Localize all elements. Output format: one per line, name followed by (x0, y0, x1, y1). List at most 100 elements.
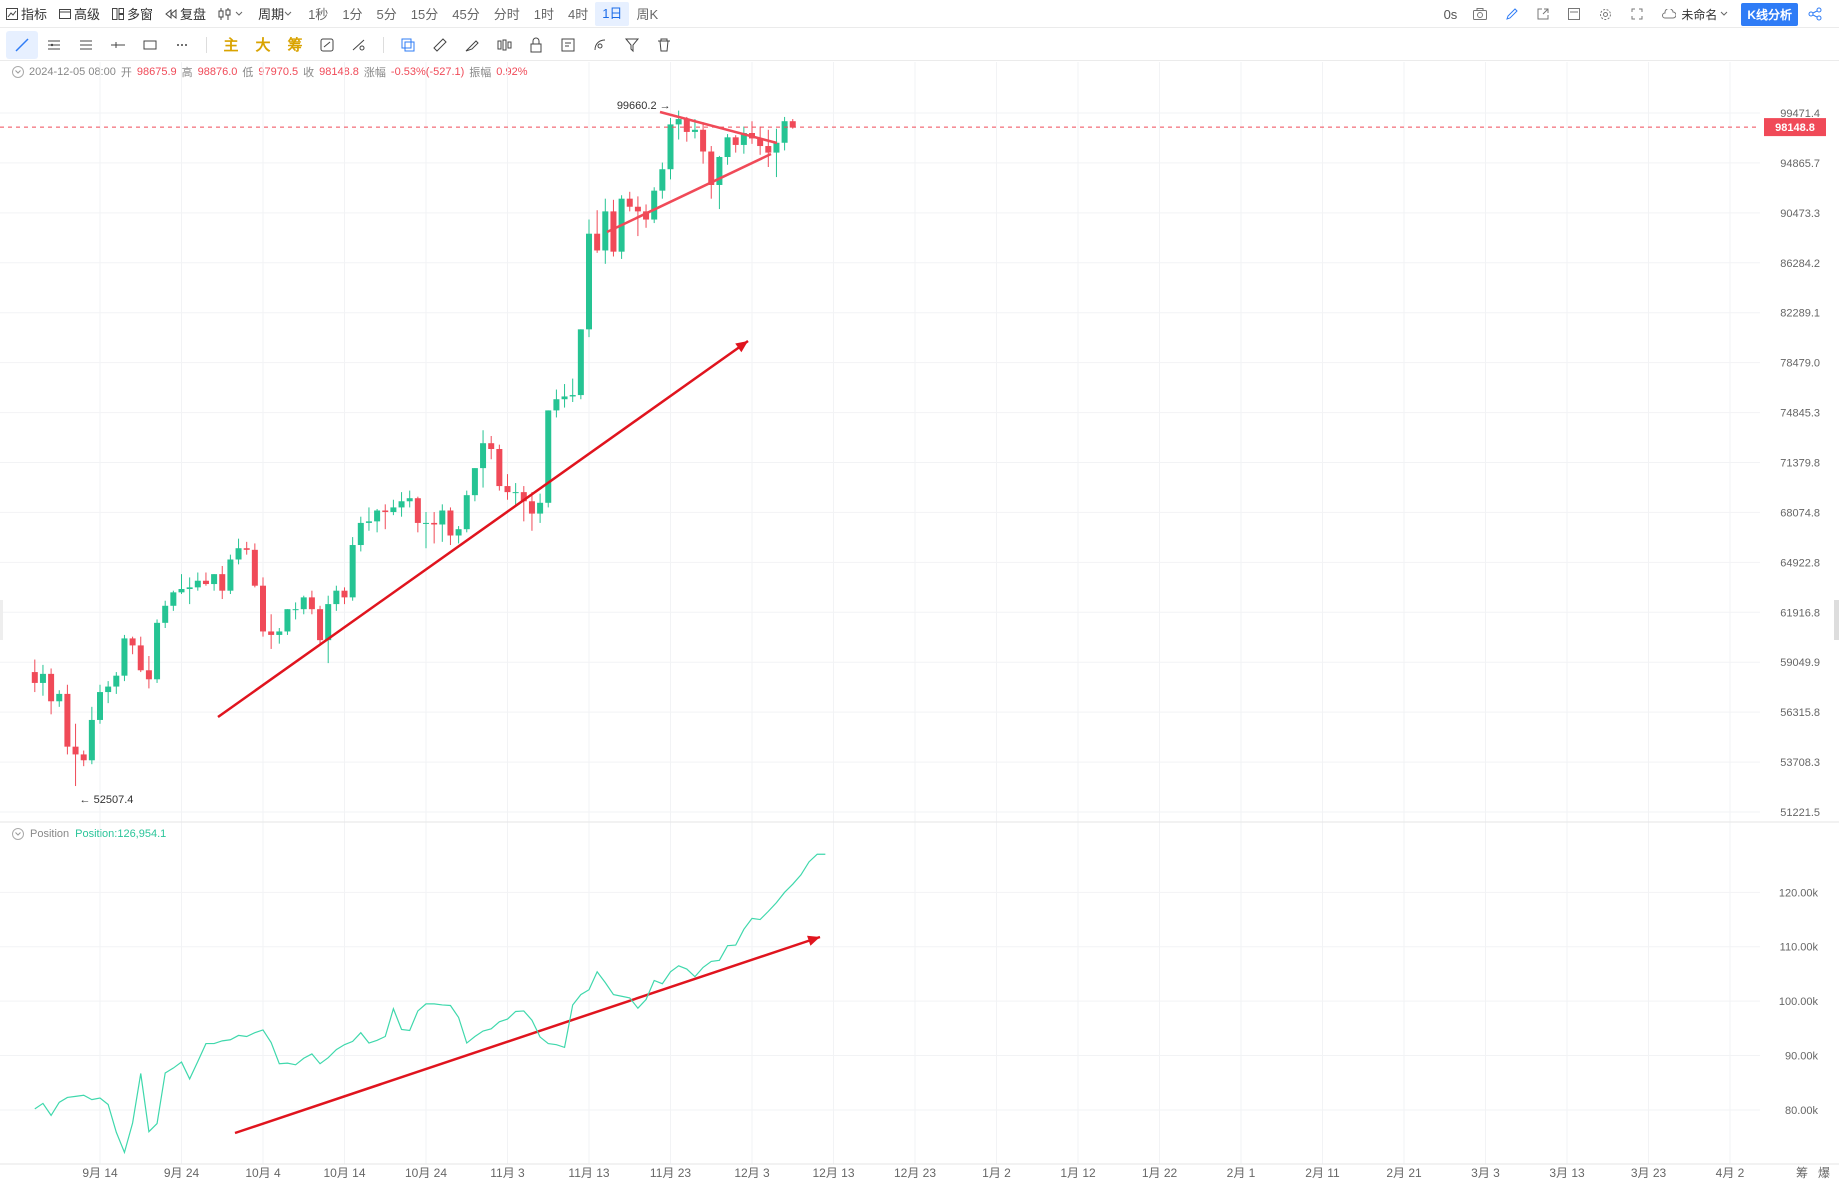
position-line (34, 853, 826, 1155)
x-axis-tick-label: 2月 11 (1305, 1166, 1340, 1180)
position-axis-tick-label: 110.00k (1780, 942, 1819, 954)
kline-analysis-button[interactable]: K线分析 (1741, 2, 1798, 26)
lock-icon[interactable] (520, 31, 552, 59)
position-trend-arrow-head (807, 935, 820, 946)
low-label: 低 (242, 67, 254, 79)
candle-body (610, 211, 617, 252)
camera-icon[interactable] (1467, 0, 1496, 28)
indicators-button[interactable]: 指标 (0, 0, 53, 28)
candle-body (528, 501, 535, 514)
export-icon[interactable] (1531, 0, 1558, 28)
horizontal-lines-icon[interactable] (70, 31, 102, 59)
ruler-icon[interactable] (424, 31, 456, 59)
candle-body (186, 587, 193, 590)
period-1s[interactable]: 1秒 (308, 7, 329, 22)
period-15m[interactable]: 15分 (410, 7, 439, 22)
period-dropdown[interactable]: 周期 (252, 0, 301, 28)
more-icon[interactable] (166, 31, 198, 59)
x-axis-tick-label: 1月 22 (1142, 1166, 1178, 1180)
chart-type-button[interactable] (212, 0, 252, 28)
candle-body (97, 692, 103, 720)
price-axis-tick-label: 56315.8 (1780, 707, 1820, 719)
candle-body (194, 580, 201, 588)
cloud-icon (1662, 9, 1677, 19)
candle-body (227, 559, 234, 591)
period-1h[interactable]: 1时 (533, 7, 554, 22)
copy-icon[interactable] (392, 31, 424, 59)
left-panel-handle[interactable] (0, 600, 3, 640)
main-force-button[interactable]: 主 (223, 37, 239, 54)
triangle-lower-line (606, 152, 772, 234)
replay-button[interactable]: 复盘 (159, 0, 212, 28)
line-tool-icon[interactable] (6, 30, 38, 59)
advanced-label: 高级 (74, 7, 101, 22)
close-label: 收 (303, 67, 315, 79)
candle-body (260, 585, 266, 632)
rectangle-icon[interactable] (134, 31, 166, 59)
candle-body (31, 672, 38, 683)
gear-icon[interactable] (1593, 0, 1621, 28)
high-marker-label: 99660.2 → (617, 100, 671, 112)
candle-body (268, 631, 275, 635)
x-axis-tick-label: 9月 14 (82, 1166, 118, 1180)
candle-body (219, 574, 226, 591)
position-info-bar: Position Position:126,954.1 (12, 826, 166, 842)
period-1d[interactable]: 1日 (595, 1, 630, 26)
visibility-icon[interactable] (343, 31, 375, 59)
candle-body (235, 548, 242, 560)
note-icon[interactable] (552, 31, 584, 59)
large-order-button[interactable]: 大 (255, 37, 271, 54)
trash-icon[interactable] (648, 31, 680, 59)
candle-body (121, 638, 128, 676)
chips-button[interactable]: 筹 (287, 37, 303, 54)
candle-body (105, 686, 112, 693)
candle-body (284, 609, 291, 632)
multi-window-button[interactable]: 多窗 (106, 0, 159, 28)
candle-body (39, 673, 46, 683)
period-5m[interactable]: 5分 (376, 7, 397, 22)
candle-body (162, 605, 169, 623)
period-1m[interactable]: 1分 (342, 7, 363, 22)
candle-body (308, 597, 315, 610)
collapse-icon[interactable] (12, 66, 24, 78)
fullscreen-icon[interactable] (1625, 0, 1652, 28)
candle-body (651, 190, 658, 220)
filter-icon[interactable] (616, 31, 648, 59)
period-timeshare[interactable]: 分时 (493, 7, 520, 22)
layout-name-dropdown[interactable]: 未命名 (1656, 0, 1737, 28)
candle-body (700, 129, 707, 152)
candle-body (211, 574, 218, 585)
candle-body (333, 590, 340, 605)
brush-icon[interactable] (456, 31, 488, 59)
chart-canvas[interactable]: 9月 14 9月 24 10月 4 10月 14 10月 24 11月 3 11月 13 11… (0, 62, 1839, 1194)
candle-body (708, 151, 715, 185)
amplitude-value: 0.92% (496, 66, 528, 78)
advanced-button[interactable]: 高级 (53, 0, 106, 28)
price-axis-tick-label: 86284.2 (1780, 258, 1820, 270)
price-axis-tick-label: 82289.1 (1780, 308, 1820, 320)
link-icon[interactable] (584, 31, 616, 59)
position-value: Position:126,954.1 (75, 828, 167, 840)
chevron-down-icon (235, 11, 243, 16)
period-45m[interactable]: 45分 (452, 7, 480, 22)
low-marker-label: ← 52507.4 (80, 794, 134, 806)
price-axis-tick-label: 90473.3 (1780, 208, 1820, 220)
candle-body (423, 522, 429, 524)
candle-body (129, 638, 136, 646)
candle-body (300, 597, 307, 610)
candle-body (398, 501, 405, 508)
period-weekly[interactable]: 周K (636, 7, 659, 22)
horizontal-ray-icon[interactable] (102, 31, 134, 59)
x-axis-tick-label: 3月 23 (1631, 1166, 1667, 1180)
period-4h[interactable]: 4时 (567, 7, 589, 22)
calculator-icon[interactable] (1562, 0, 1589, 28)
right-panel-handle[interactable] (1834, 600, 1839, 640)
share-icon[interactable] (1802, 0, 1831, 28)
pencil-icon[interactable] (1500, 0, 1527, 28)
x-axis-tick-label: 3月 3 (1471, 1166, 1500, 1180)
collapse-icon[interactable] (12, 828, 24, 840)
parallel-lines-icon[interactable] (38, 31, 70, 59)
candle-tool-icon[interactable] (488, 31, 520, 59)
candle-body (643, 211, 650, 220)
magnet-icon[interactable] (311, 31, 343, 59)
